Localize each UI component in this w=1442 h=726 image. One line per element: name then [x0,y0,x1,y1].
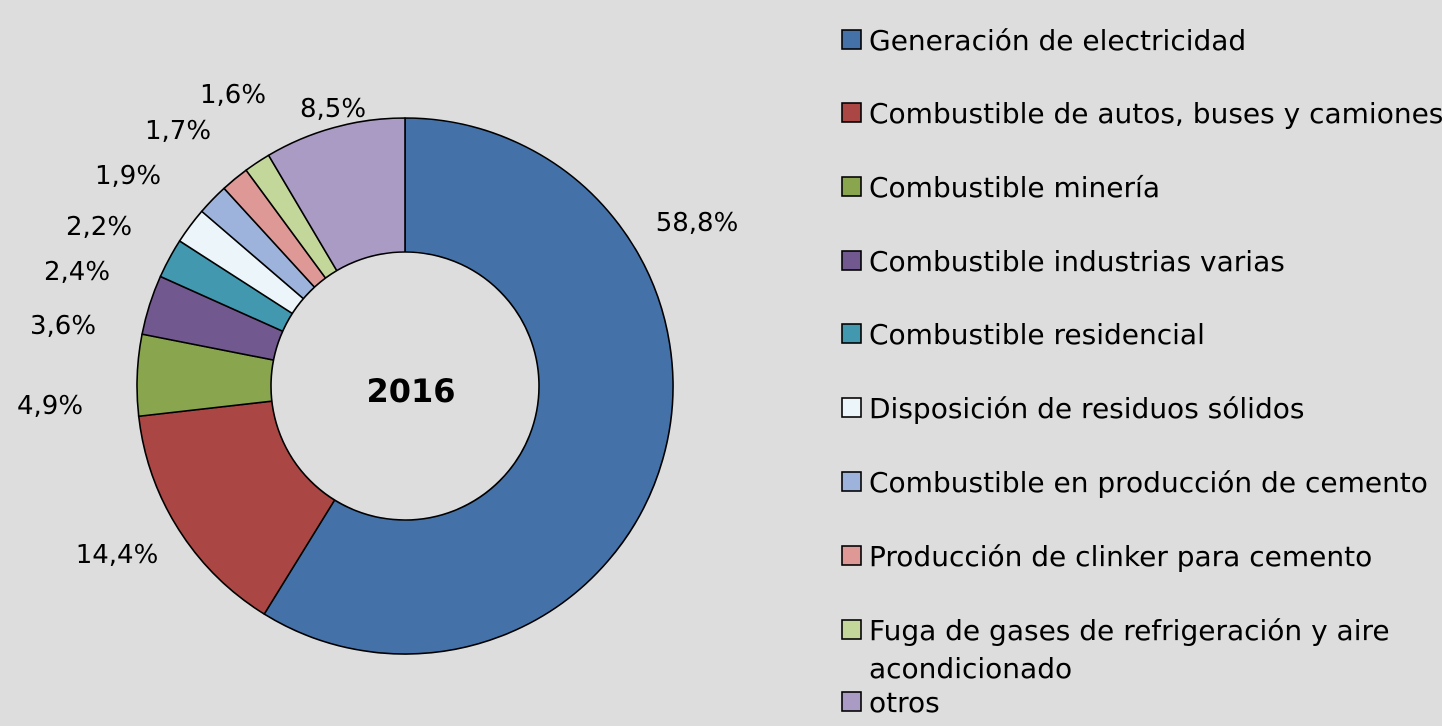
legend-item-8: Producción de clinker para cemento [841,540,1372,573]
pct-label-9: 1,6% [200,80,266,110]
pct-label-5: 2,4% [44,257,110,287]
legend-swatch-6 [841,397,862,418]
legend-swatch-8 [841,545,862,566]
donut-hole [270,251,540,521]
percentage-labels: 58,8% 14,4% 4,9% 3,6% 2,4% 2,2% 1,9% 1,7% 1,6% 8,… [17,80,738,570]
legend-swatch-4 [841,250,862,271]
pct-label-6: 2,2% [66,212,132,242]
legend-item-4: Combustible industrias varias [841,245,1285,278]
legend-swatch-3 [841,176,862,197]
legend-item-3: Combustible minería [841,171,1160,204]
legend-swatch-1 [841,29,862,50]
pct-label-10: 8,5% [300,94,366,124]
legend: Generación de electricidad Combustible de… [841,24,1442,719]
legend-swatch-10 [841,691,862,712]
legend-item-10: otros [841,686,940,719]
legend-label-10: otros [869,686,940,719]
legend-label-2: Combustible de autos, buses y camiones [869,97,1442,130]
pct-label-1: 58,8% [656,208,739,238]
legend-label-7: Combustible en producción de cemento [869,466,1428,499]
pct-label-7: 1,9% [95,161,161,191]
legend-item-1: Generación de electricidad [841,24,1246,57]
center-year-label: 2016 [366,372,455,410]
legend-swatch-5 [841,323,862,344]
legend-item-6: Disposición de residuos sólidos [841,392,1304,425]
legend-swatch-2 [841,102,862,123]
pct-label-2: 14,4% [76,540,159,570]
pct-label-4: 3,6% [30,311,96,341]
legend-item-7: Combustible en producción de cemento [841,466,1428,499]
legend-label-1: Generación de electricidad [869,24,1246,57]
legend-item-2: Combustible de autos, buses y camiones [841,97,1442,130]
legend-label-6: Disposición de residuos sólidos [869,392,1304,425]
legend-label-8: Producción de clinker para cemento [869,540,1372,573]
pct-label-3: 4,9% [17,391,83,421]
legend-swatch-9 [841,619,862,640]
pct-label-8: 1,7% [145,116,211,146]
legend-label-5: Combustible residencial [869,318,1205,351]
legend-label-3: Combustible minería [869,171,1160,204]
legend-label-4: Combustible industrias varias [869,245,1285,278]
legend-item-5: Combustible residencial [841,318,1205,351]
legend-swatch-7 [841,471,862,492]
legend-label-9: Fuga de gases de refrigeración y aire aco… [869,614,1390,685]
legend-item-9: Fuga de gases de refrigeración y aire aco… [841,614,1390,685]
